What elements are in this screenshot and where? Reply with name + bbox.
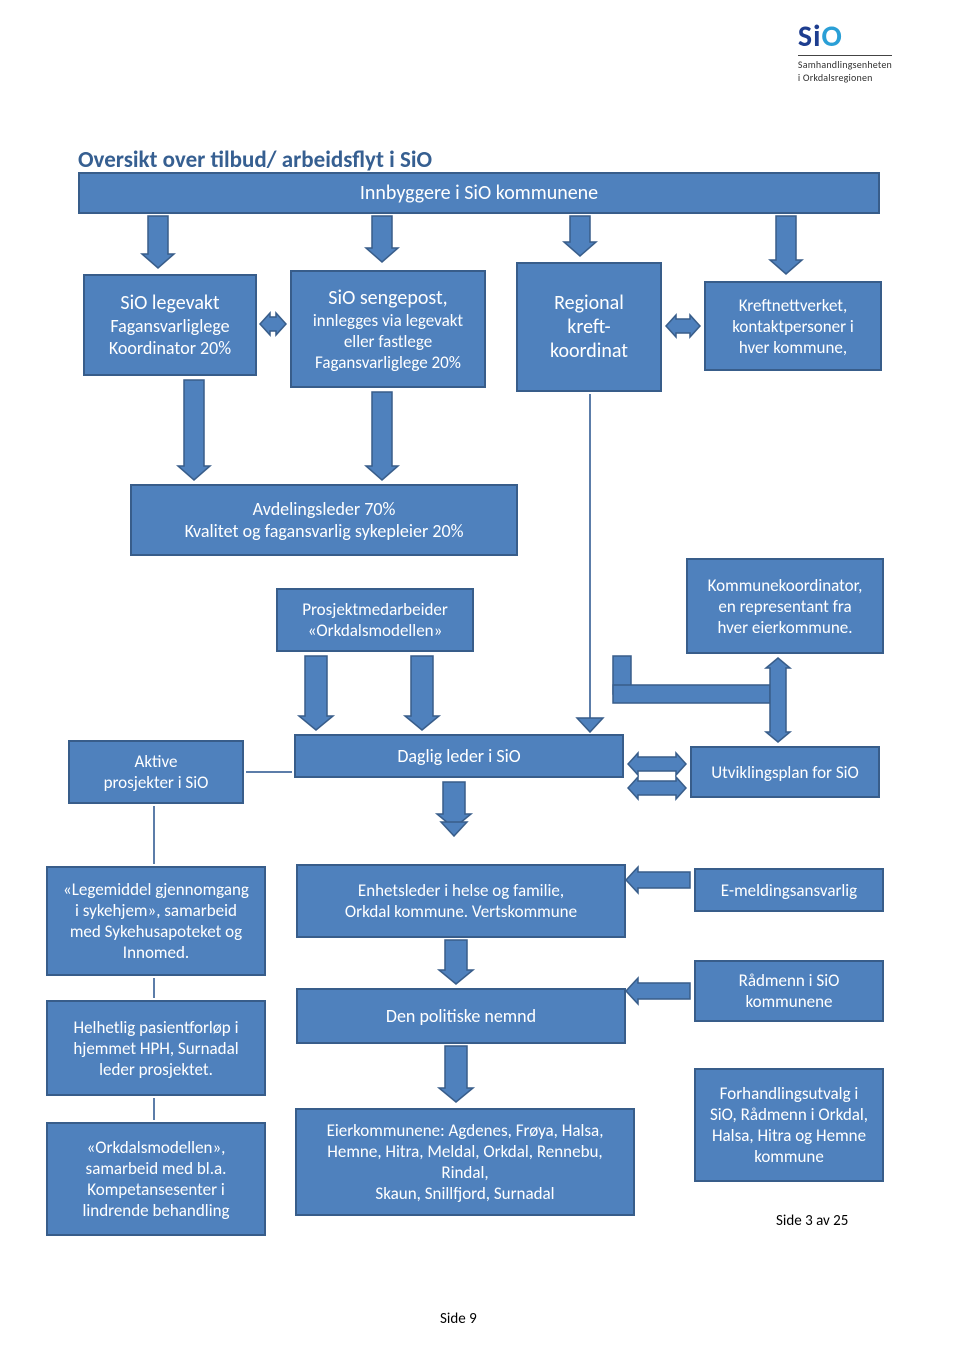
node-kreft: Regionalkreft-koordinat	[516, 262, 662, 392]
node-prosjektmed: Prosjektmedarbeider«Orkdalsmodellen»	[276, 588, 474, 652]
node-daglig: Daglig leder i SiO	[294, 734, 624, 778]
node-eierkommune: Eierkommunene: Agdenes, Frøya, Halsa,Hem…	[295, 1108, 635, 1216]
node-legemiddel: «Legemiddel gjennomgangi sykehjem», sama…	[46, 866, 266, 976]
node-kreftnett: Kreftnettverket,kontaktpersoner ihver ko…	[704, 281, 882, 371]
node-orkdalsmod: «Orkdalsmodellen»,samarbeid med bl.a.Kom…	[46, 1122, 266, 1236]
node-sengepost: SiO sengepost,innlegges via legevaktelle…	[290, 270, 486, 388]
node-aktive: Aktiveprosjekter i SiO	[68, 740, 244, 804]
node-utvikling: Utviklingsplan for SiO	[690, 746, 880, 798]
node-forhandling: Forhandlingsutvalg iSiO, Rådmenn i Orkda…	[694, 1068, 884, 1182]
node-innbyggere: Innbyggere i SiO kommunene	[78, 172, 880, 214]
node-enhetsleder: Enhetsleder i helse og familie,Orkdal ko…	[296, 864, 626, 938]
node-emelding: E-meldingsansvarlig	[694, 868, 884, 912]
page: SiO Samhandlingsenheteni Orkdalsregionen…	[0, 0, 960, 1348]
logo-text: Si	[798, 18, 822, 55]
logo-brand: SiO	[798, 18, 892, 55]
page-title: Oversikt over tilbud/ arbeidsflyt i SiO	[78, 146, 432, 174]
node-politisk: Den politiske nemnd	[296, 988, 626, 1044]
node-radmenn: Rådmenn i SiOkommunene	[694, 960, 884, 1022]
logo-arc-icon: O	[821, 18, 842, 55]
page-bottom-footer: Side 9	[440, 1310, 477, 1328]
node-legevakt: SiO legevaktFagansvarliglegeKoordinator …	[83, 274, 257, 376]
node-kommunekoord: Kommunekoordinator,en representant frahv…	[686, 558, 884, 654]
logo-subtitle: Samhandlingsenheteni Orkdalsregionen	[798, 55, 892, 84]
page-side-footer: Side 3 av 25	[776, 1212, 848, 1230]
node-avd: Avdelingsleder 70%Kvalitet og fagansvarl…	[130, 484, 518, 556]
node-helhetlig: Helhetlig pasientforløp ihjemmet HPH, Su…	[46, 1000, 266, 1096]
logo: SiO Samhandlingsenheteni Orkdalsregionen	[798, 18, 892, 84]
